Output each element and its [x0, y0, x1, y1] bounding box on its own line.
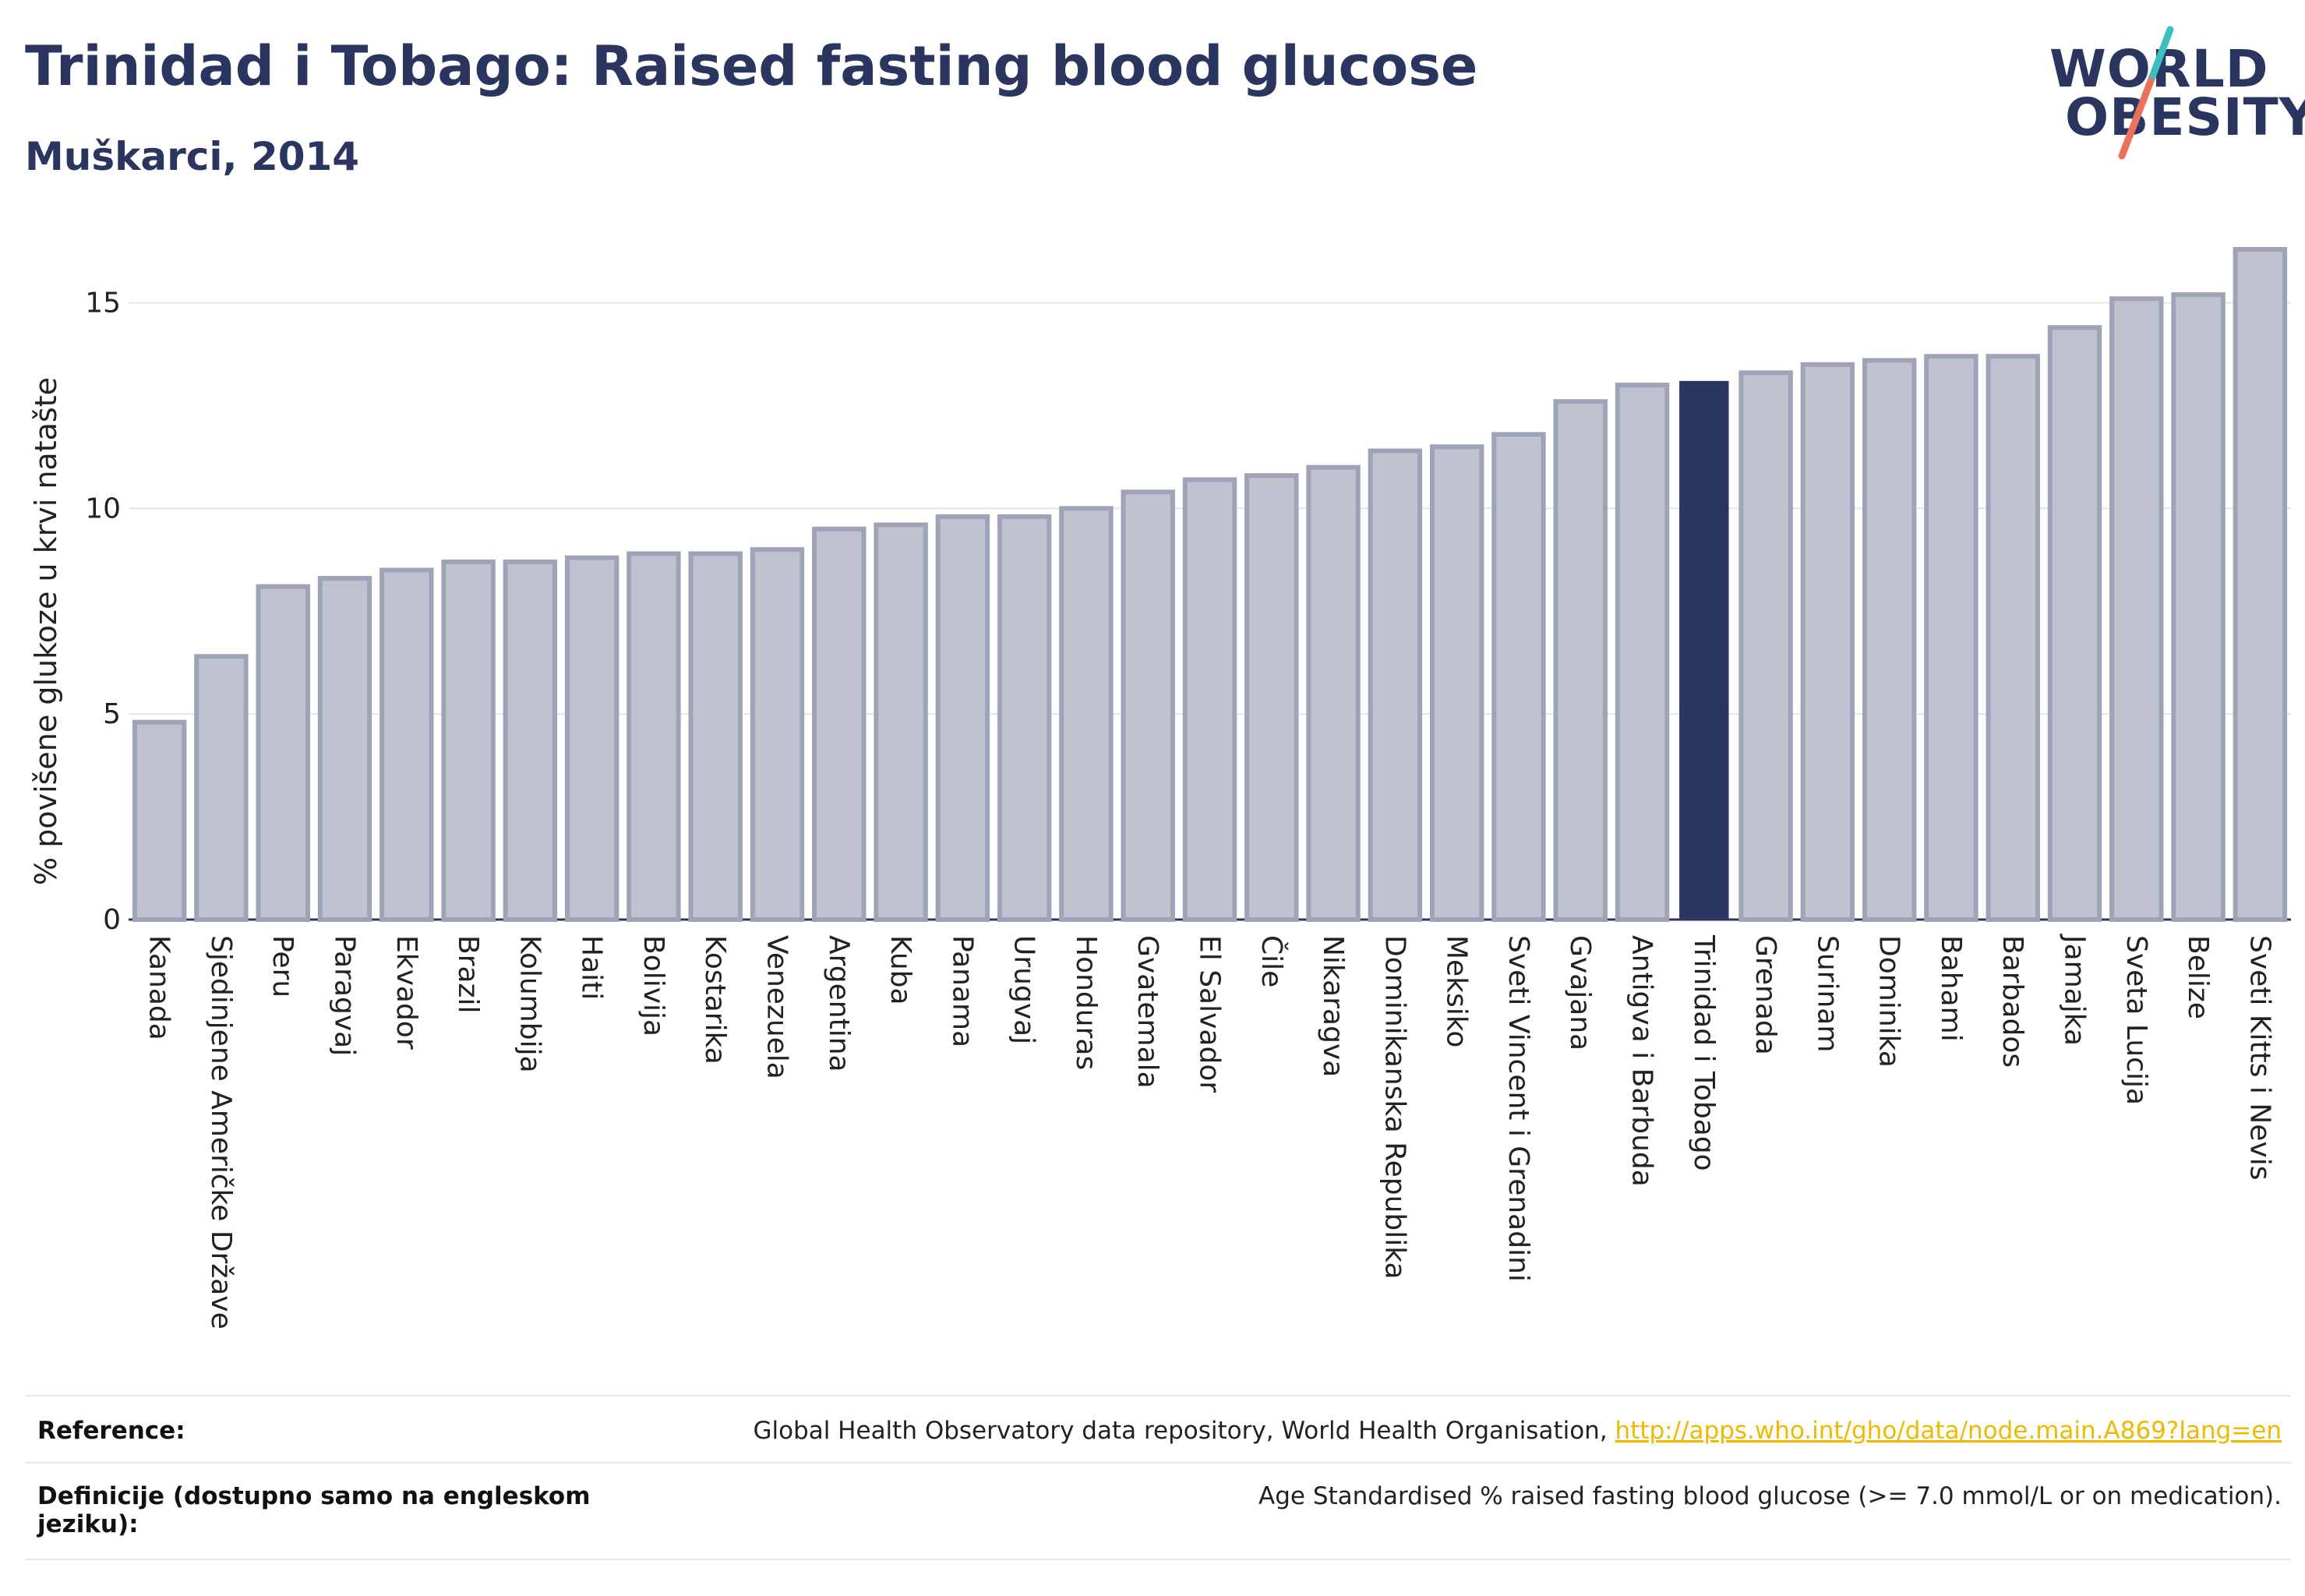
chart-subtitle: Muškarci, 2014: [25, 134, 360, 179]
x-tick-label: Panama: [946, 935, 978, 1047]
reference-source: Global Health Observatory data repositor…: [753, 1417, 1615, 1445]
x-tick-label: Kuba: [884, 935, 916, 1005]
bar: [2047, 325, 2102, 922]
x-tick-label: Honduras: [1070, 935, 1102, 1070]
bar: [1244, 473, 1299, 923]
x-tick-label: Brazil: [452, 935, 484, 1013]
bar: [1986, 354, 2040, 922]
x-tick-label: Gvajana: [1564, 935, 1596, 1050]
x-tick-label: Grenada: [1749, 935, 1781, 1055]
bar: [503, 559, 558, 922]
x-tick-label: Sjedinjene Američke Države: [205, 935, 237, 1329]
x-tick-label: Paragvaj: [329, 935, 361, 1056]
x-tick-label: Venezuela: [761, 935, 793, 1079]
x-tick-label: Bahami: [1935, 935, 1967, 1042]
bar-chart: 0 5 10 15 Kanada Sjedinjene Američke Države P…: [29, 247, 2291, 1329]
bar: [812, 526, 867, 922]
footer-divider: [25, 1395, 2291, 1396]
bar: [935, 514, 990, 923]
bar: [1429, 444, 1484, 922]
bar: [1491, 432, 1546, 922]
bar: [1924, 354, 1978, 922]
footer-divider: [25, 1559, 2291, 1560]
bar: [1182, 477, 1237, 922]
definition-text: Age Standardised % raised fasting blood …: [1258, 1482, 2282, 1510]
bar: [1368, 448, 1423, 923]
bar: [1306, 464, 1361, 922]
bar: [379, 567, 434, 922]
x-tick-label: Ekvador: [390, 935, 422, 1050]
x-tick-label: Peru: [267, 935, 298, 998]
reference-text: Global Health Observatory data repositor…: [753, 1417, 2282, 1445]
definition-label: Definicije (dostupno samo na engleskom j…: [37, 1482, 591, 1538]
x-tick-label: Barbados: [1996, 935, 2028, 1068]
bar: [750, 547, 805, 922]
bar: [2233, 247, 2288, 922]
bar: [2171, 292, 2226, 922]
x-tick-label: Urugvaj: [1008, 935, 1040, 1044]
x-tick-label: El Salvador: [1194, 935, 1226, 1093]
bar: [1738, 370, 1793, 922]
x-tick-label: Gvatemala: [1131, 935, 1163, 1089]
y-tick-label: 5: [103, 698, 121, 730]
bar: [1059, 506, 1114, 922]
x-tick-label: Surinam: [1811, 935, 1843, 1052]
x-tick-label: Sveti Vincent i Grenadini: [1502, 935, 1534, 1282]
bar: [627, 551, 681, 922]
x-tick-label: Sveti Kitts i Nevis: [2243, 935, 2275, 1181]
bar: [688, 551, 743, 922]
definition-label-line2: jeziku):: [37, 1510, 139, 1538]
bar: [132, 719, 187, 923]
bar: [997, 514, 1052, 923]
x-tick-label: Sveta Lucija: [2120, 935, 2152, 1105]
x-tick-label: Nikaragva: [1317, 935, 1349, 1077]
x-tick-label: Dominikanska Republika: [1378, 935, 1410, 1280]
bar: [1800, 362, 1855, 923]
footer-divider: [25, 1462, 2291, 1464]
bar: [1121, 489, 1175, 922]
bar: [1553, 399, 1608, 922]
x-tick-label: Belize: [2182, 935, 2214, 1019]
x-tick-label: Kostarika: [699, 935, 731, 1065]
bar-highlight: [1679, 380, 1729, 920]
reference-link[interactable]: http://apps.who.int/gho/data/node.main.A…: [1615, 1417, 2282, 1445]
bar: [317, 576, 372, 922]
y-axis-label: % povišene glukoze u krvi natašte: [29, 377, 63, 885]
x-tick-label: Haiti: [576, 935, 608, 1000]
y-tick-label: 10: [85, 493, 121, 524]
reference-label: Reference:: [37, 1417, 185, 1445]
x-tick-label: Kolumbija: [514, 935, 545, 1073]
bar: [194, 654, 249, 922]
definition-label-line1: Definicije (dostupno samo na engleskom: [37, 1482, 591, 1510]
world-obesity-logo: WORLD OBESITY: [2034, 23, 2305, 164]
x-tick-label: Antigva i Barbuda: [1626, 935, 1658, 1187]
bar: [441, 559, 496, 922]
x-axis-ticks: Kanada Sjedinjene Američke Države Peru Para…: [143, 934, 2276, 1329]
bars: [132, 247, 2288, 923]
x-tick-label: Bolivija: [637, 935, 669, 1036]
bar: [2109, 296, 2164, 923]
y-tick-label: 15: [85, 288, 121, 320]
x-tick-label: Meksiko: [1441, 935, 1473, 1047]
y-tick-label: 0: [103, 904, 121, 936]
x-tick-label: Argentina: [823, 935, 855, 1072]
x-tick-label: Jamajka: [2059, 934, 2091, 1046]
x-tick-label: Trinidad i Tobago: [1688, 934, 1720, 1171]
logo-slash-icon: [2118, 26, 2174, 160]
x-tick-label: Kanada: [143, 935, 175, 1040]
bar: [256, 584, 310, 923]
x-tick-label: Čile: [1255, 935, 1288, 987]
bar: [564, 555, 619, 922]
x-tick-label: Dominika: [1873, 935, 1905, 1068]
chart-title: Trinidad i Tobago: Raised fasting blood …: [25, 34, 1478, 98]
y-axis-ticks: 0 5 10 15: [85, 288, 121, 936]
bar: [1862, 358, 1917, 923]
logo-word-obesity: OBESITY: [2065, 87, 2305, 147]
bar: [874, 522, 928, 922]
bar: [1615, 383, 1670, 923]
